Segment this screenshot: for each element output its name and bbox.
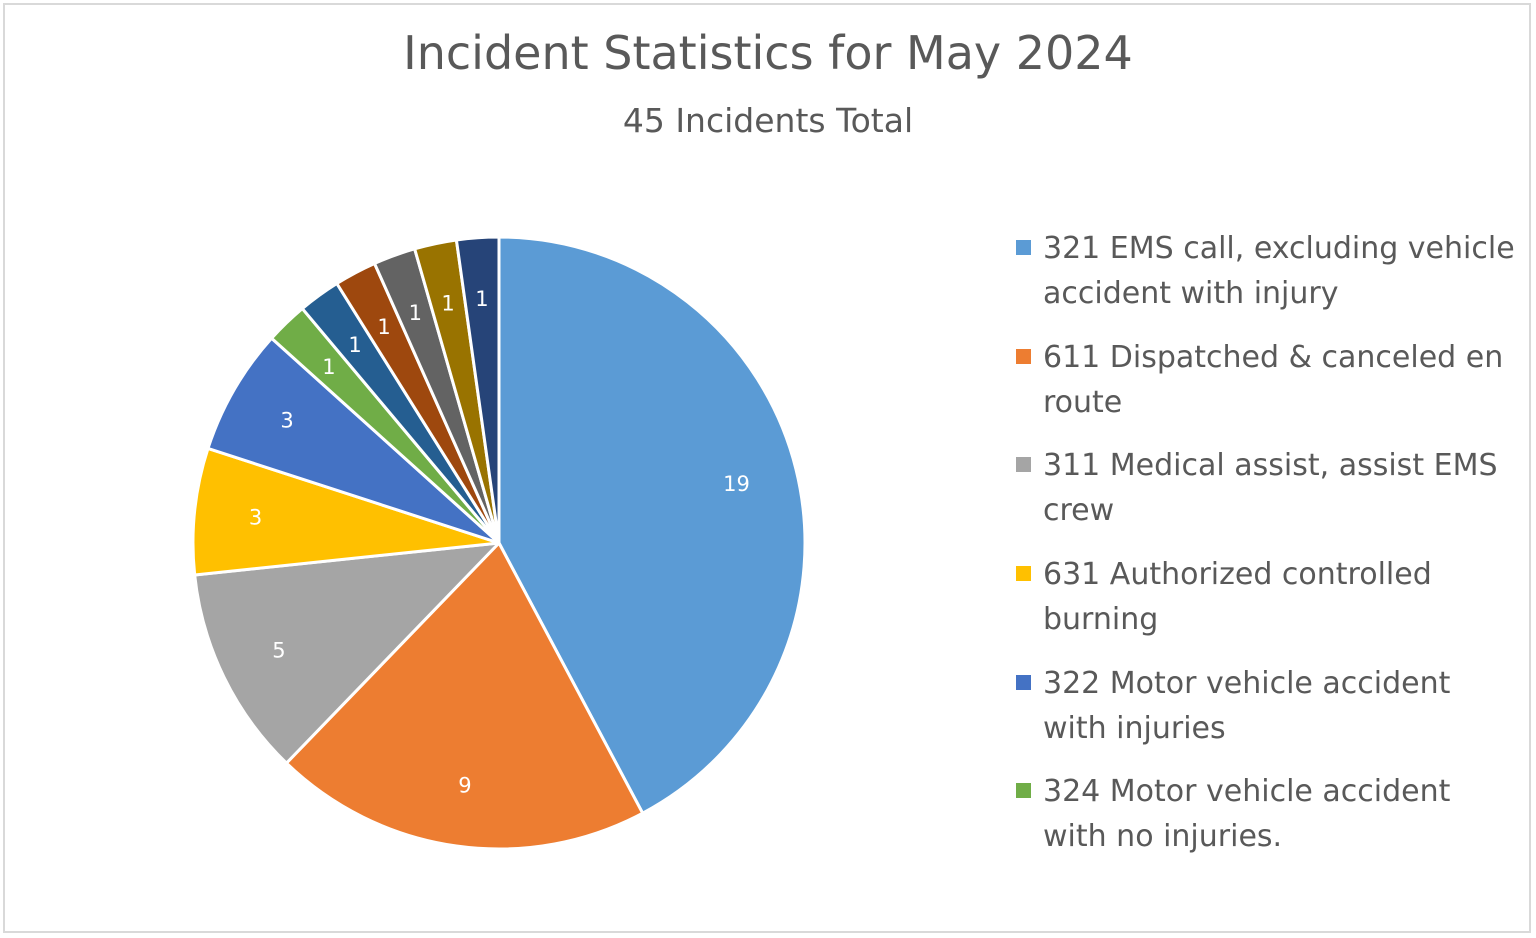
legend-label: 321 EMS call, excluding vehicle accident… [1043, 231, 1515, 311]
data-label: 3 [280, 409, 293, 433]
legend-label: 611 Dispatched & canceled en route [1043, 339, 1504, 420]
data-label: 3 [249, 505, 262, 529]
data-label: 9 [458, 773, 471, 797]
legend-swatch [1016, 674, 1031, 690]
legend-swatch [1016, 457, 1031, 473]
pie-slice [497, 235, 807, 815]
chart-subtitle: 45 Incidents Total [622, 101, 914, 140]
legend: 321 EMS call, excluding vehicle accident… [1014, 226, 1524, 878]
pie-slices [191, 235, 807, 851]
legend-swatch [1016, 240, 1031, 255]
legend-item: 322 Motor vehicle accident with injuries [1014, 661, 1524, 770]
data-label: 5 [272, 638, 285, 662]
data-label: 1 [409, 301, 422, 325]
legend-swatch [1016, 783, 1031, 799]
legend-item: 631 Authorized controlled burning [1014, 552, 1524, 661]
data-label: 1 [377, 315, 390, 339]
legend-item: 611 Dispatched & canceled en route [1014, 335, 1524, 444]
legend-label: 324 Motor vehicle accident with no injur… [1043, 774, 1451, 855]
pie-slice [284, 541, 645, 851]
data-label: 19 [723, 472, 750, 496]
legend-item: 324 Motor vehicle accident with no injur… [1014, 769, 1524, 878]
legend-label: 322 Motor vehicle accident with injuries [1043, 665, 1451, 746]
legend-label: 631 Authorized controlled burning [1043, 557, 1432, 638]
pie-slice [206, 336, 501, 545]
pie-slice [454, 235, 501, 545]
legend-item: 311 Medical assist, assist EMS crew [1014, 443, 1524, 552]
data-label: 1 [348, 333, 361, 357]
legend-swatch [1016, 566, 1031, 582]
chart-title: Incident Statistics for May 2024 [403, 26, 1133, 80]
data-label: 1 [441, 292, 454, 316]
legend-label: 311 Medical assist, assist EMS crew [1043, 448, 1498, 529]
data-label: 1 [322, 355, 335, 379]
pie-slice [191, 446, 501, 577]
legend-swatch [1016, 348, 1031, 364]
legend-item: 321 EMS call, excluding vehicle accident… [1014, 226, 1524, 335]
data-label: 1 [475, 287, 488, 311]
pie-slice [193, 541, 501, 765]
